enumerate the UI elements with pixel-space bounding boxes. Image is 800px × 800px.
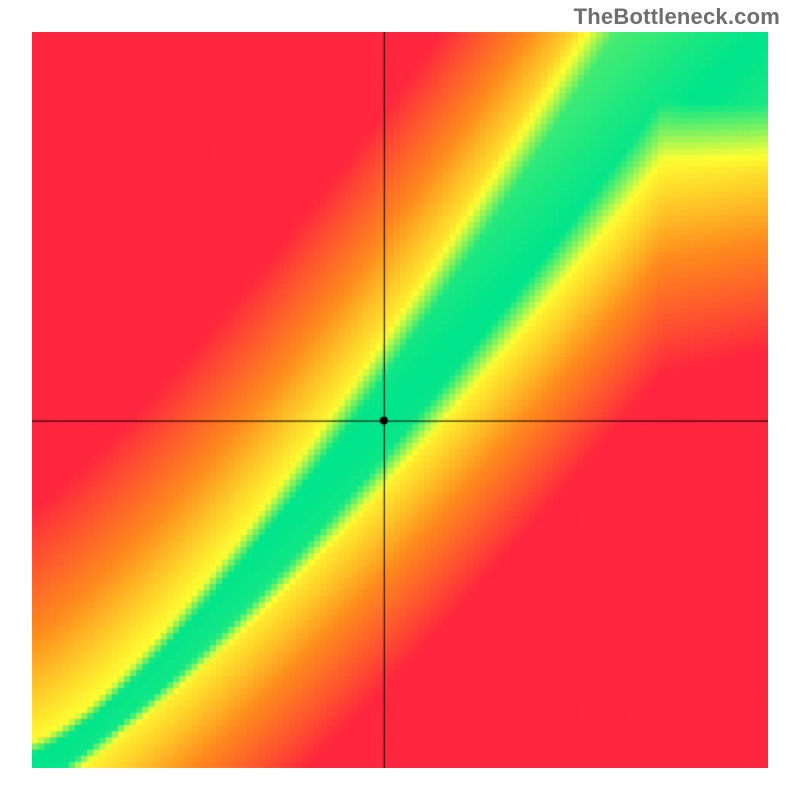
bottleneck-heatmap	[32, 32, 768, 768]
plot-area	[32, 32, 768, 768]
watermark-text: TheBottleneck.com	[574, 4, 780, 30]
